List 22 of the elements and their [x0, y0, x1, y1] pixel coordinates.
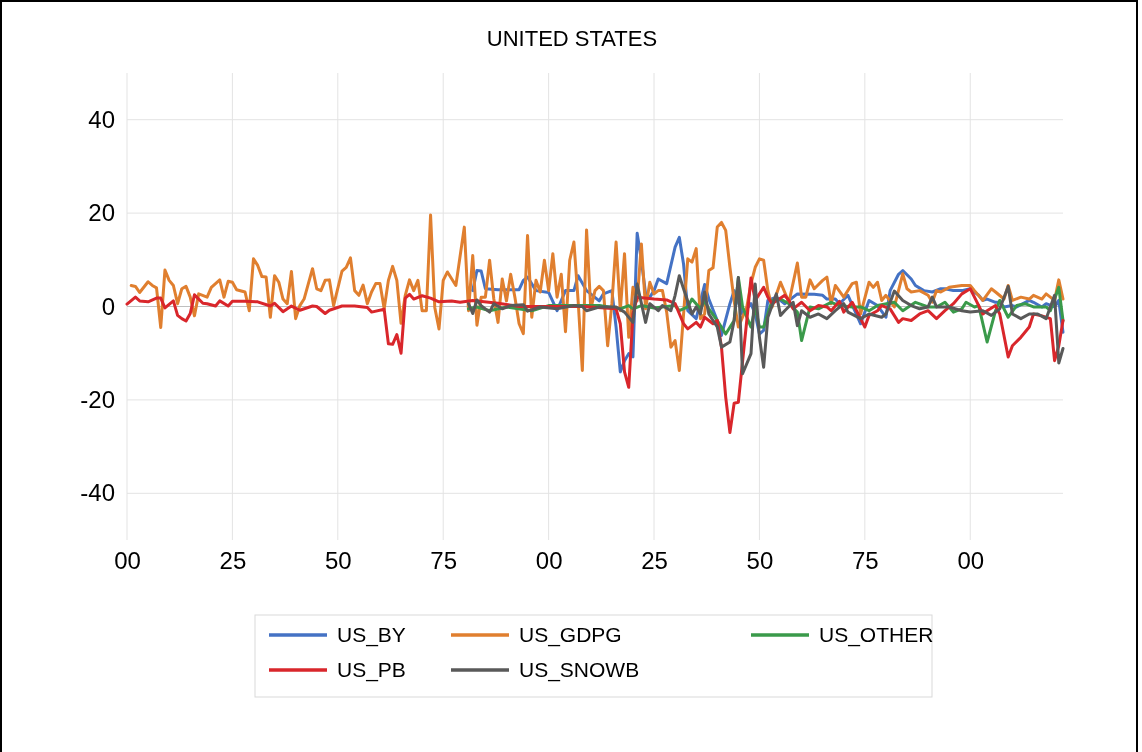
y-tick-label: 0 [101, 292, 115, 320]
chart-title: UNITED STATES [486, 26, 658, 51]
line-series [129, 213, 1065, 372]
legend-label: US_GDPG [519, 623, 622, 647]
x-tick-label: 00 [957, 547, 985, 575]
x-tick-label: 50 [746, 547, 774, 575]
legend-label: US_PB [337, 658, 406, 682]
x-tick-label: 25 [219, 547, 247, 575]
y-tick-label: -20 [80, 386, 115, 414]
x-tick-label: 50 [324, 547, 352, 575]
x-tick-label: 75 [430, 547, 458, 575]
legend-label: US_SNOWB [519, 658, 640, 682]
x-tick-label: 00 [535, 547, 563, 575]
x-tick-label: 25 [641, 547, 668, 575]
legend-label: US_BY [337, 623, 406, 647]
legend-label: US_OTHER [819, 623, 934, 647]
x-tick-label: 00 [114, 547, 141, 575]
x-tick-label: 75 [851, 547, 879, 575]
y-tick-label: 40 [88, 105, 115, 133]
line-series [467, 274, 1065, 376]
y-tick-label: 20 [88, 199, 115, 227]
y-tick-label: -40 [80, 479, 115, 507]
